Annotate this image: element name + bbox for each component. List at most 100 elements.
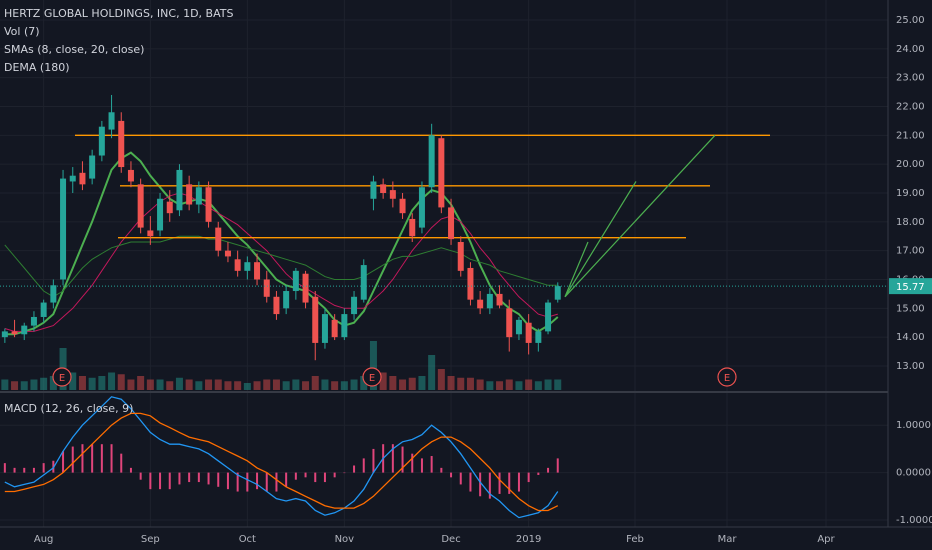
- projection-line: [564, 134, 716, 298]
- volume-bar: [340, 381, 348, 390]
- candle-body: [380, 184, 387, 193]
- histogram-bar: [256, 472, 259, 490]
- volume-bar: [20, 381, 28, 390]
- histogram-bar: [362, 458, 365, 473]
- volume-bar: [302, 381, 310, 390]
- y-tick-label: 23.00: [896, 73, 925, 84]
- candle-body: [457, 242, 464, 271]
- chart-title: HERTZ GLOBAL HOLDINGS, INC, 1D, BATS: [4, 7, 233, 20]
- earnings-marker: [52, 367, 72, 387]
- volume-bar: [243, 383, 251, 390]
- histogram-bar: [71, 446, 74, 473]
- volume-bar: [156, 379, 164, 390]
- candle-body: [30, 316, 37, 326]
- candle-body: [351, 296, 358, 315]
- histogram-bar: [110, 444, 113, 473]
- x-tick-label: Apr: [817, 534, 835, 545]
- y-tick-label: 21.00: [896, 130, 925, 141]
- candle-body: [506, 308, 513, 338]
- candle-body: [389, 190, 396, 199]
- volume-bar: [447, 376, 455, 390]
- candle-body: [127, 169, 134, 182]
- y-tick-label: 18.00: [896, 217, 925, 228]
- histogram-bar: [23, 467, 26, 473]
- volume-bar: [389, 376, 397, 390]
- candle-body: [108, 112, 115, 130]
- histogram-bar: [430, 456, 433, 473]
- y-tick-label: 25.00: [896, 15, 925, 26]
- x-tick-label: Oct: [239, 534, 256, 545]
- histogram-bar: [440, 467, 443, 473]
- histogram-bar: [411, 453, 414, 473]
- candle-body: [554, 286, 561, 300]
- candle-body: [486, 293, 493, 309]
- candle-body: [418, 187, 425, 228]
- volume-bar: [253, 381, 261, 390]
- histogram-bar: [488, 472, 491, 499]
- volume-bar: [369, 341, 377, 390]
- candle-body: [535, 331, 542, 343]
- y-tick-label: 13.00: [896, 361, 925, 372]
- volume-bar: [554, 379, 562, 390]
- candle-body: [496, 293, 503, 306]
- volume-bar: [1, 379, 9, 390]
- volume-bar: [117, 374, 125, 390]
- candle-body: [283, 291, 290, 309]
- y-tick-label: -1.0000: [896, 515, 932, 526]
- volume-bar: [496, 381, 504, 390]
- last-price-label: 15.77: [896, 282, 925, 293]
- earnings-marker: [717, 367, 737, 387]
- legend-entry: DEMA (180): [4, 61, 70, 74]
- candle-body: [11, 331, 18, 335]
- candle-body: [176, 169, 183, 211]
- volume-bar: [11, 381, 19, 390]
- histogram-bar: [217, 472, 220, 487]
- histogram-bar: [81, 444, 84, 473]
- candle-body: [234, 259, 241, 271]
- candle-body: [341, 314, 348, 338]
- candle-body: [50, 285, 57, 303]
- volume-bar: [185, 379, 193, 390]
- histogram-bar: [246, 472, 249, 492]
- histogram-bar: [91, 444, 94, 473]
- candle-body: [273, 296, 280, 315]
- candle-body: [166, 201, 173, 214]
- histogram-bar: [372, 448, 375, 473]
- candle-body: [515, 319, 522, 335]
- macd-title: MACD (12, 26, close, 9): [4, 402, 133, 415]
- indicator-line: [4, 235, 558, 298]
- histogram-bar: [129, 467, 132, 473]
- candle-body: [525, 322, 532, 343]
- candle-body: [545, 302, 552, 332]
- y-tick-label: 24.00: [896, 44, 925, 55]
- legend-entry: SMAs (8, close, 20, close): [4, 43, 144, 56]
- histogram-bar: [420, 458, 423, 473]
- histogram-bar: [32, 467, 35, 473]
- candle-body: [438, 138, 445, 208]
- volume-bar: [476, 379, 484, 390]
- histogram-bar: [149, 472, 152, 490]
- candle-body: [360, 265, 367, 300]
- histogram-bar: [450, 472, 453, 478]
- histogram-bar: [178, 472, 181, 485]
- histogram-bar: [62, 451, 65, 473]
- axes: 13.0014.0015.0016.0017.0018.0019.0020.00…: [34, 15, 932, 545]
- histogram-bar: [168, 472, 171, 490]
- signal-line: [4, 412, 559, 512]
- histogram-bar: [139, 472, 142, 480]
- volume-bar: [321, 379, 329, 390]
- candle-body: [69, 175, 76, 182]
- volume-bar: [224, 381, 232, 390]
- volume-bar: [428, 355, 436, 390]
- volume-bar: [486, 381, 494, 390]
- volume-bar: [534, 381, 542, 390]
- histogram-bar: [100, 444, 103, 473]
- volume-bar: [282, 381, 290, 390]
- volume-bar: [69, 372, 77, 390]
- y-tick-label: 15.00: [896, 303, 925, 314]
- x-tick-label: Sep: [141, 534, 160, 545]
- histogram-bar: [391, 444, 394, 473]
- volume-bar: [49, 376, 57, 390]
- volume-bar: [292, 379, 300, 390]
